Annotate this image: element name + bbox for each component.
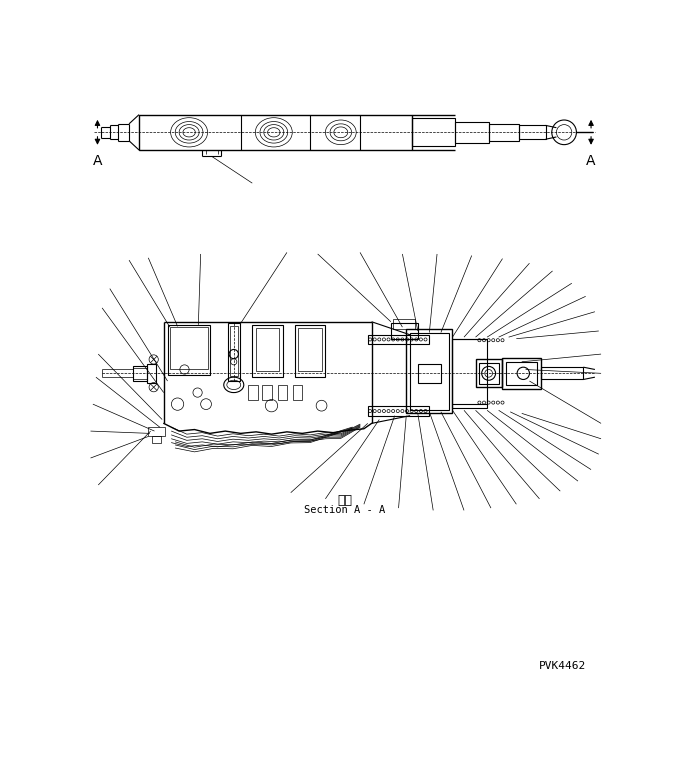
Bar [152, 437, 161, 443]
Text: A: A [586, 154, 596, 168]
Bar [475, 359, 503, 387]
Bar [256, 328, 279, 371]
Bar [541, 367, 583, 379]
Text: PVK4462: PVK4462 [539, 661, 585, 671]
Bar [507, 361, 537, 384]
Bar [228, 323, 240, 381]
Bar [230, 325, 237, 375]
Bar [252, 325, 283, 377]
Bar [277, 384, 287, 401]
Bar [293, 384, 303, 401]
Bar [412, 118, 455, 146]
Bar [167, 325, 210, 375]
Bar [133, 365, 147, 381]
Bar [147, 364, 156, 382]
Bar [248, 384, 258, 401]
Text: 断面: 断面 [337, 494, 352, 507]
Bar [479, 362, 498, 384]
Bar [368, 407, 429, 416]
Bar [299, 328, 322, 371]
Bar [519, 125, 545, 139]
Text: A: A [92, 154, 102, 168]
Bar [133, 368, 147, 378]
Bar [452, 338, 487, 408]
Bar [490, 124, 519, 141]
Bar [418, 364, 441, 382]
Bar [262, 384, 271, 401]
Bar [148, 428, 165, 437]
Bar [410, 332, 449, 411]
Bar [139, 115, 412, 150]
Bar [170, 327, 207, 369]
Bar [368, 335, 429, 344]
Bar [294, 325, 326, 377]
Text: Section A - A: Section A - A [304, 505, 386, 515]
Bar [455, 122, 490, 143]
Bar [503, 358, 541, 389]
Bar [406, 329, 452, 414]
Bar [391, 323, 418, 338]
Bar [393, 319, 415, 328]
